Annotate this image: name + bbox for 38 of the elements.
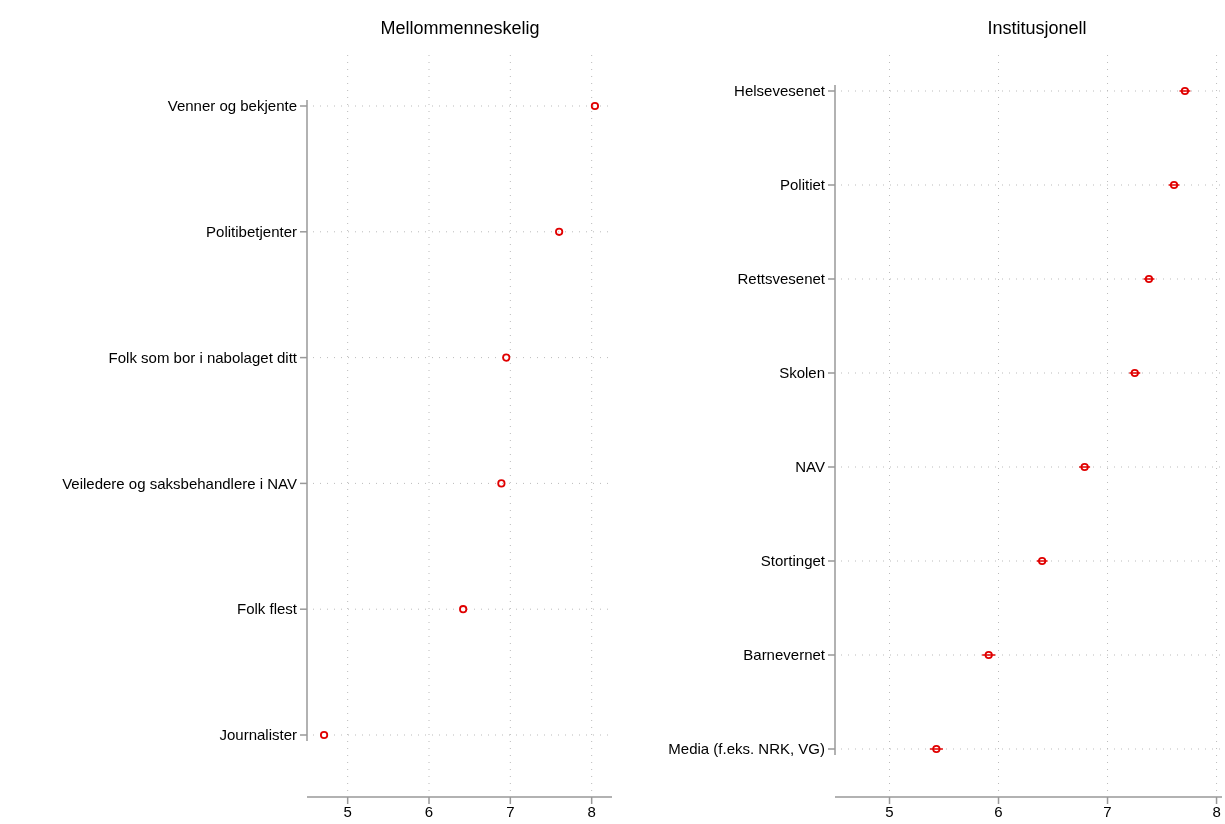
point [319,730,329,740]
y-tick-label: Venner og bekjente [167,97,297,115]
x-tick-label: 8 [1212,803,1221,820]
point [984,650,993,660]
point [497,479,506,488]
x-tick-label: 7 [506,803,515,820]
x-tick-label: 8 [587,803,596,820]
y-tick-label: Stortinget [760,552,826,570]
point [1038,556,1047,566]
y-tick-label: Politiet [779,176,826,194]
point [590,101,600,111]
point [502,353,511,362]
point [932,744,941,754]
chart-title: Institusjonell [987,18,1087,38]
y-tick-label: Journalister [219,726,297,744]
point [1180,86,1190,96]
x-tick-label: 5 [885,803,894,820]
y-tick-label: Politibetjenter [206,223,297,241]
point [1130,368,1139,378]
x-tick-label: 6 [424,803,434,820]
y-tick-label: Barnevernet [743,646,826,664]
point [1169,180,1179,190]
y-tick-label: Folk som bor i nabolaget ditt [108,348,298,366]
y-tick-label: Media (f.eks. NRK, VG) [668,740,825,758]
y-tick-label: NAV [795,458,825,476]
y-tick-label: Helsevesenet [734,82,826,100]
x-tick-label: 5 [343,803,352,820]
x-tick-label: 6 [994,803,1003,820]
point [1080,462,1089,472]
point [555,227,564,236]
point [459,605,468,614]
y-tick-label: Rettsvesenet [737,270,826,288]
y-tick-label: Skolen [779,364,825,382]
point [1144,274,1154,284]
y-tick-label: Folk flest [236,600,298,618]
chart-title: Mellommenneskelig [380,18,540,38]
x-tick-label: 7 [1103,803,1112,820]
y-tick-label: Veiledere og saksbehandlere i NAV [62,474,297,492]
